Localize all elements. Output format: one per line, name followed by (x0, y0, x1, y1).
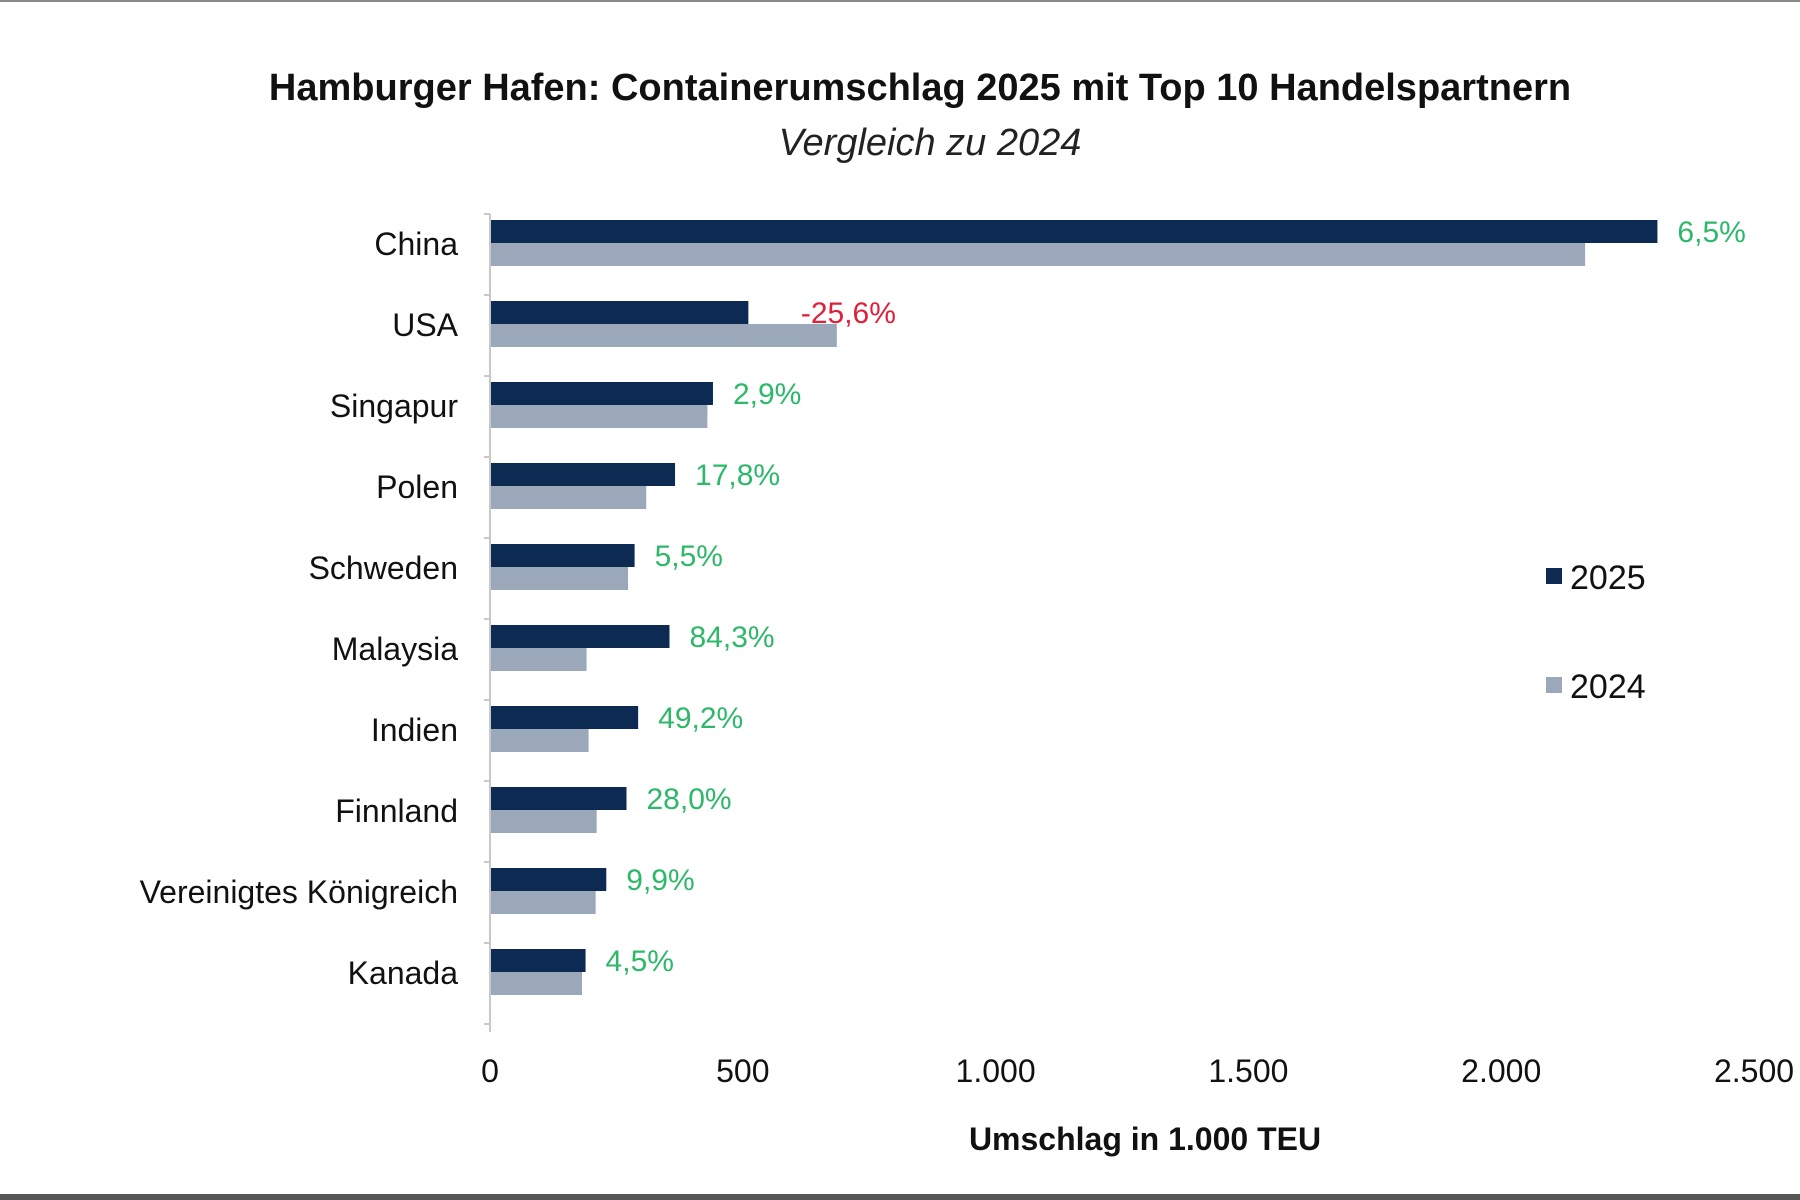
bar-2024 (491, 891, 596, 914)
bar-2025 (491, 787, 627, 810)
bar-2025 (491, 706, 639, 729)
bar-2024 (491, 729, 589, 752)
bar-2024 (491, 810, 597, 833)
bar-2024 (491, 648, 587, 671)
legend-swatch-2025 (1546, 568, 1562, 584)
chart-title: Hamburger Hafen: Containerumschlag 2025 … (269, 67, 1571, 109)
x-axis-label: Umschlag in 1.000 TEU (969, 1121, 1321, 1157)
legend-label: 2024 (1570, 668, 1646, 706)
category-label: Schweden (309, 550, 458, 586)
bar-2025 (491, 949, 586, 972)
bar-2025 (491, 544, 635, 567)
change-label: 4,5% (606, 945, 674, 978)
change-label: 6,5% (1677, 216, 1745, 249)
change-label: 84,3% (689, 621, 774, 654)
change-label: -25,6% (801, 297, 896, 330)
x-tick-label: 1.500 (1208, 1053, 1288, 1089)
x-tick-label: 1.000 (956, 1053, 1036, 1089)
bar-2024 (491, 405, 708, 428)
change-label: 49,2% (658, 702, 743, 735)
x-tick-label: 2.000 (1461, 1053, 1541, 1089)
category-label: Indien (371, 712, 458, 748)
category-label: Malaysia (332, 631, 458, 667)
bar-2025 (491, 220, 1658, 243)
category-label: Singapur (330, 388, 458, 424)
bar-2025 (491, 382, 713, 405)
bar-2024 (491, 243, 1586, 266)
category-label: China (374, 226, 458, 262)
legend-swatch-2024 (1546, 677, 1562, 693)
x-tick-label: 500 (716, 1053, 769, 1089)
category-label: Polen (376, 469, 458, 505)
x-tick-label: 0 (481, 1053, 499, 1089)
bar-2024 (491, 972, 583, 995)
bar-2024 (491, 486, 647, 509)
category-label: Kanada (348, 955, 459, 991)
bar-2025 (491, 625, 670, 648)
change-label: 2,9% (733, 378, 801, 411)
category-label: Vereinigtes Königreich (140, 874, 458, 910)
change-label: 28,0% (647, 783, 732, 816)
category-label: Finnland (335, 793, 458, 829)
bar-2024 (491, 324, 837, 347)
change-label: 9,9% (626, 864, 694, 897)
x-tick-label: 2.500 (1714, 1053, 1794, 1089)
bar-2025 (491, 301, 749, 324)
chart-subtitle: Vergleich zu 2024 (779, 122, 1082, 164)
bar-2025 (491, 463, 676, 486)
change-label: 5,5% (655, 540, 723, 573)
legend-label: 2025 (1570, 559, 1646, 597)
bar-2025 (491, 868, 607, 891)
bar-2024 (491, 567, 629, 590)
category-label: USA (392, 307, 458, 343)
change-label: 17,8% (695, 459, 780, 492)
